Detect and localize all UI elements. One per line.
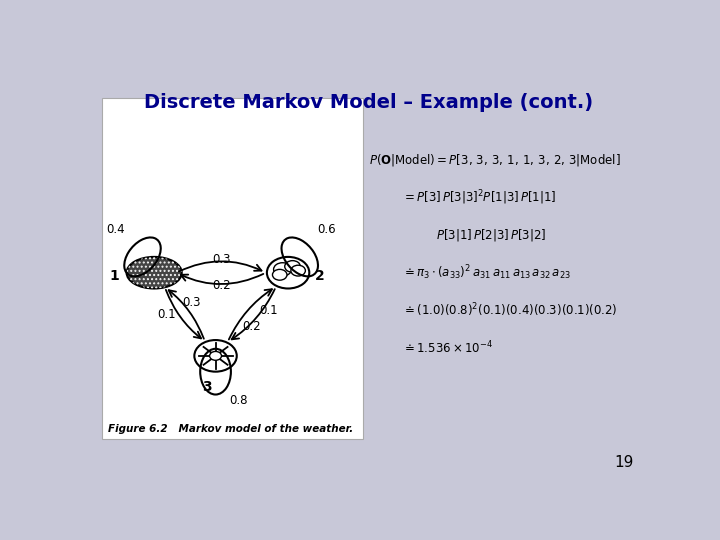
Circle shape — [291, 265, 305, 276]
Text: $\doteq (1.0)(0.8)^2(0.1)(0.4)(0.3)(0.1)(0.2)$: $\doteq (1.0)(0.8)^2(0.1)(0.4)(0.3)(0.1)… — [402, 301, 618, 319]
Circle shape — [194, 340, 237, 372]
Text: 0.3: 0.3 — [182, 296, 201, 309]
Text: 0.3: 0.3 — [212, 253, 230, 266]
Text: 0.8: 0.8 — [230, 394, 248, 407]
Text: 0.2: 0.2 — [243, 320, 261, 333]
Circle shape — [210, 352, 222, 360]
Text: $P[3|1]\,P[2|3]\,P[3|2]$: $P[3|1]\,P[2|3]\,P[3|2]$ — [436, 227, 546, 244]
Text: 0.1: 0.1 — [158, 308, 176, 321]
Text: 0.2: 0.2 — [212, 279, 230, 292]
Circle shape — [284, 261, 300, 272]
Text: $\doteq \pi_3 \cdot (a_{33})^2\,a_{31}\,a_{11}\,a_{13}\,a_{32}\,a_{23}$: $\doteq \pi_3 \cdot (a_{33})^2\,a_{31}\,… — [402, 264, 572, 282]
FancyBboxPatch shape — [102, 98, 364, 439]
Text: 1: 1 — [109, 269, 120, 283]
Text: 0.4: 0.4 — [107, 224, 125, 237]
Text: 0.1: 0.1 — [259, 303, 278, 316]
Circle shape — [272, 269, 287, 280]
Text: $= P[3]\,P[3|3]^2 P[1|3]\,P[1|1]$: $= P[3]\,P[3|3]^2 P[1|3]\,P[1|1]$ — [402, 188, 557, 207]
Circle shape — [267, 257, 310, 288]
Text: $P(\mathbf{O}|\mathrm{Model}) = P[3,\,3,\,3,\,1,\,1,\,3,\,2,\,3|\mathrm{Model}]$: $P(\mathbf{O}|\mathrm{Model}) = P[3,\,3,… — [369, 152, 621, 168]
Text: 3: 3 — [202, 381, 212, 394]
Text: $\doteq 1.536 \times 10^{-4}$: $\doteq 1.536 \times 10^{-4}$ — [402, 339, 494, 356]
Circle shape — [274, 263, 292, 276]
Text: Figure 6.2   Markov model of the weather.: Figure 6.2 Markov model of the weather. — [108, 423, 353, 434]
Ellipse shape — [127, 257, 181, 288]
Text: 0.6: 0.6 — [318, 224, 336, 237]
Text: Discrete Markov Model – Example (cont.): Discrete Markov Model – Example (cont.) — [145, 93, 593, 112]
Text: 19: 19 — [615, 455, 634, 470]
Text: 2: 2 — [315, 269, 324, 283]
